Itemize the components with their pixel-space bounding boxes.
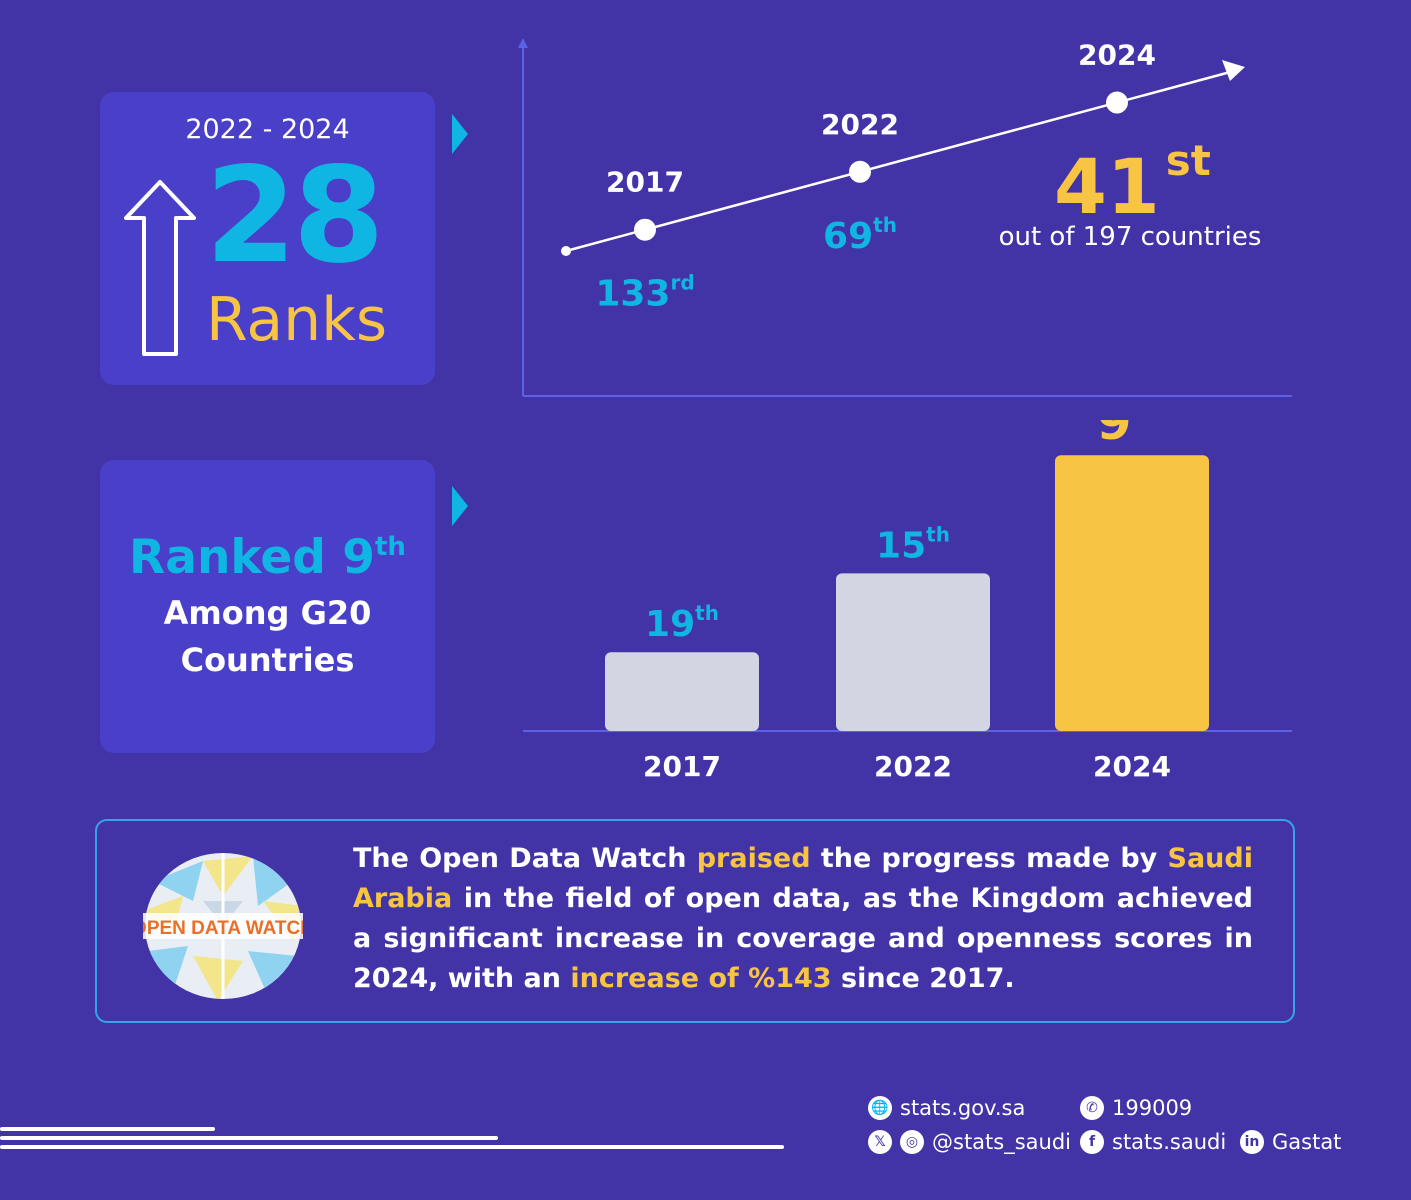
open-data-watch-logo: OPEN DATA WATCH (143, 853, 303, 999)
best-rank-value: 41 (1054, 142, 1160, 231)
globe-icon: 🌐 (868, 1096, 892, 1120)
best-rank-suffix: st (1165, 136, 1211, 185)
g20-line-2: Countries (180, 641, 355, 679)
social-handle-link[interactable]: 𝕏 ◎ @stats_saudi (868, 1130, 1071, 1154)
period-label: 2022 - 2024 (185, 114, 350, 145)
line-start-point (561, 246, 571, 256)
phone-text: 199009 (1112, 1096, 1193, 1120)
bars: 19th 2017 15th 2022 9th 2024 (605, 420, 1209, 783)
website-text: stats.gov.sa (900, 1096, 1026, 1120)
bar (836, 573, 990, 731)
linkedin-icon: in (1240, 1130, 1264, 1154)
decorative-line (0, 1127, 215, 1131)
y-axis-arrow-icon (518, 38, 528, 48)
facebook-text: stats.saudi (1112, 1130, 1227, 1154)
instagram-icon: ◎ (900, 1130, 924, 1154)
bar-category-label: 2017 (643, 750, 721, 783)
bar (1055, 455, 1209, 731)
line-points: 2017 133rd 2022 69th 2024 (595, 39, 1156, 315)
bar (605, 652, 759, 731)
g20-rank-card: Ranked 9th Among G20 Countries (100, 460, 435, 753)
info-highlight: Saudi Arabia (353, 843, 1253, 914)
info-text-part: the progress made by (810, 843, 1168, 874)
rank-label: 133rd (595, 271, 694, 315)
linkedin-text: Gastat (1272, 1130, 1342, 1154)
info-highlight: praised (696, 843, 811, 874)
info-text-part: The Open Data Watch (353, 843, 697, 874)
bar-value-label: 15th (876, 522, 950, 566)
phone-link[interactable]: ✆ 199009 (1080, 1096, 1192, 1120)
g20-subtitle: Among G20 Countries (100, 590, 435, 684)
g20-rank-title: Ranked 9th (100, 530, 435, 585)
g20-rank-bar-chart: 19th 2017 15th 2022 9th 2024 (523, 420, 1292, 783)
year-label: 2022 (821, 108, 899, 141)
info-text-part: since 2017. (831, 963, 1015, 994)
pointer-arrow-icon (452, 486, 468, 526)
line-point (849, 160, 871, 183)
social-handle-text: @stats_saudi (932, 1130, 1072, 1154)
bar-category-label: 2024 (1093, 750, 1171, 783)
decorative-line (0, 1145, 784, 1149)
up-arrow-icon (124, 180, 196, 356)
linkedin-link[interactable]: in Gastat (1240, 1130, 1341, 1154)
website-link[interactable]: 🌐 stats.gov.sa (868, 1096, 1025, 1120)
bar-value-label: 19th (645, 601, 719, 645)
ranks-improvement-card: 2022 - 2024 28 Ranks (100, 92, 435, 385)
phone-icon: ✆ (1080, 1096, 1104, 1120)
pointer-arrow-icon (452, 114, 468, 154)
line-point (634, 218, 656, 241)
bar-value-label: 9th (1097, 420, 1168, 451)
ranks-gained-number: 28 (205, 139, 385, 293)
logo-text: OPEN DATA WATCH (143, 918, 303, 939)
year-label: 2024 (1078, 39, 1156, 72)
line-point (1106, 91, 1128, 114)
info-highlight: increase of %143 (570, 963, 832, 994)
g20-rank-suffix: th (375, 532, 406, 562)
g20-rank-text: Ranked 9 (129, 530, 375, 585)
facebook-icon: f (1080, 1130, 1104, 1154)
global-rank-line-chart: 2017 133rd 2022 69th 2024 (518, 38, 1292, 397)
info-text-part: in the field of open data, as the Kingdo… (353, 883, 1253, 994)
g20-line-1: Among G20 (163, 594, 372, 632)
open-data-watch-box: OPEN DATA WATCH The Open Data Watch prai… (95, 819, 1295, 1023)
rank-label: 69th (823, 213, 897, 257)
year-label: 2017 (606, 166, 684, 199)
bar-category-label: 2022 (874, 750, 952, 783)
info-paragraph: The Open Data Watch praised the progress… (353, 839, 1253, 999)
x-icon: 𝕏 (868, 1130, 892, 1154)
best-rank-note: out of 197 countries (998, 222, 1262, 252)
decorative-line (0, 1136, 498, 1140)
facebook-link[interactable]: f stats.saudi (1080, 1130, 1226, 1154)
trend-arrow-icon (1222, 60, 1245, 81)
ranks-word: Ranks (206, 285, 388, 355)
